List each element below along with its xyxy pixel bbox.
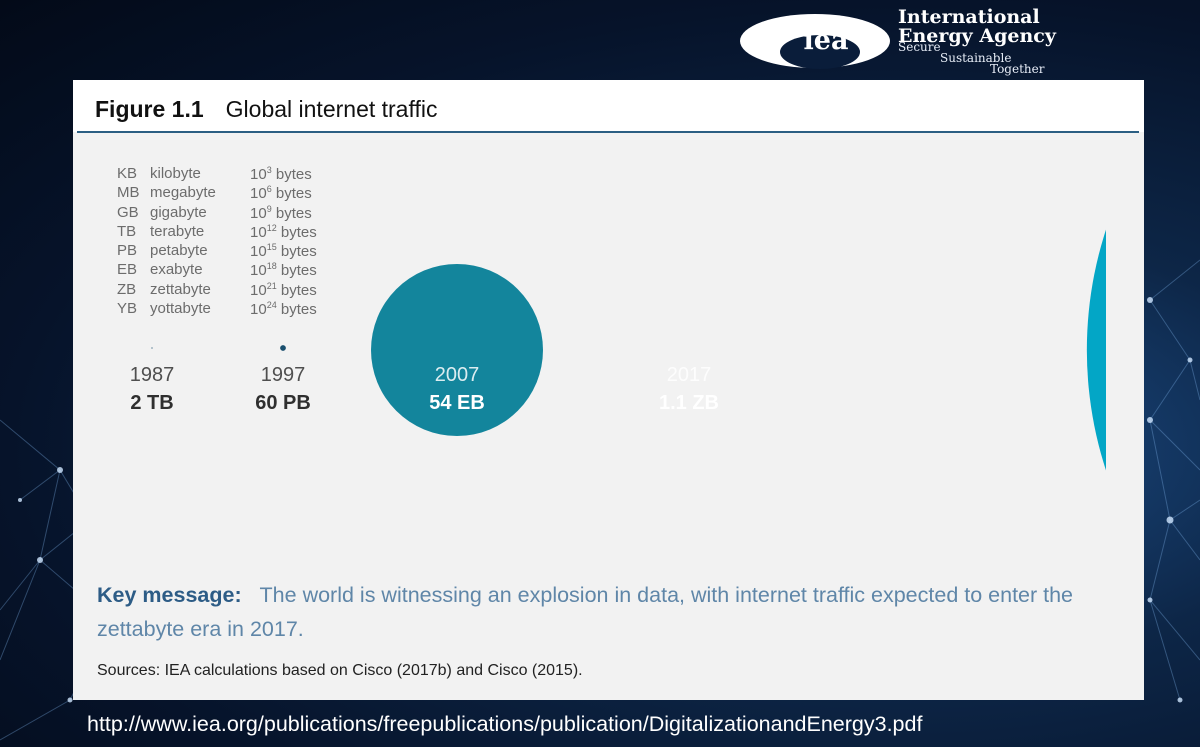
unit-size: 1015 bytes bbox=[250, 242, 317, 260]
iea-tag-sustainable: Sustainable bbox=[940, 51, 1012, 65]
unit-size-exponent: 15 bbox=[266, 242, 277, 253]
unit-size-suffix: bytes bbox=[271, 166, 312, 183]
iea-tag-together: Together bbox=[990, 62, 1045, 76]
figure-number: Figure 1.1 bbox=[95, 96, 204, 122]
unit-abbr: MB bbox=[117, 184, 140, 202]
iea-logo-tagline: Secure Sustainable Together bbox=[898, 40, 1045, 76]
unit-size-exponent: 12 bbox=[266, 222, 277, 233]
figure-title: Figure 1.1 Global internet traffic bbox=[95, 96, 437, 123]
figure-card: Figure 1.1 Global internet traffic 1987 2 … bbox=[73, 80, 1144, 700]
unit-size-base: 10 bbox=[250, 262, 267, 280]
bubble-1987 bbox=[151, 347, 153, 349]
key-message: Key message: The world is witnessing an … bbox=[97, 583, 1074, 641]
unit-abbr: ZB bbox=[117, 280, 137, 298]
unit-size-suffix: bytes bbox=[276, 223, 317, 241]
bubble-value-label: 1.1 ZB bbox=[659, 392, 719, 414]
unit-size: 1024 bytes bbox=[250, 300, 317, 318]
iea-logo-name: International Energy Agency bbox=[898, 8, 1056, 46]
iea-logo-badge bbox=[740, 14, 890, 69]
traffic-bubble-chart: 1987 2 TB 1997 60 PB 2007 54 EB 2017 1.1 ZB bbox=[130, 229, 1106, 471]
figure-title-text: Global internet traffic bbox=[225, 96, 438, 122]
unit-size-suffix: bytes bbox=[276, 281, 317, 299]
unit-size: 106 bytes bbox=[250, 184, 312, 202]
figure-header bbox=[73, 80, 1144, 132]
bubble-year-label: 1997 bbox=[261, 364, 306, 386]
source-url[interactable]: http://www.iea.org/publications/freepubl… bbox=[87, 712, 923, 736]
unit-abbr: TB bbox=[117, 222, 137, 240]
unit-name: exabyte bbox=[150, 261, 203, 279]
unit-name: yottabyte bbox=[150, 300, 211, 318]
iea-tag-secure: Secure bbox=[898, 40, 941, 54]
unit-size: 103 bytes bbox=[250, 165, 312, 183]
unit-size-exponent: 18 bbox=[266, 261, 277, 272]
unit-name: zettabyte bbox=[150, 280, 211, 298]
unit-size-base: 10 bbox=[250, 204, 267, 222]
unit-size-base: 10 bbox=[250, 243, 267, 261]
unit-size-suffix: bytes bbox=[276, 243, 317, 261]
unit-name: gigabyte bbox=[150, 203, 207, 221]
unit-size: 109 bytes bbox=[250, 204, 312, 222]
bubble-value-label: 2 TB bbox=[130, 392, 173, 414]
unit-size-base: 10 bbox=[250, 185, 267, 203]
iea-logo-line2: Energy Agency bbox=[898, 25, 1056, 47]
unit-size-exponent: 6 bbox=[266, 184, 272, 195]
unit-size-exponent: 21 bbox=[266, 280, 277, 291]
bubble-year-label: 2017 bbox=[667, 364, 712, 386]
unit-size-base: 10 bbox=[250, 223, 267, 241]
unit-size-suffix: bytes bbox=[271, 204, 312, 222]
unit-size-exponent: 3 bbox=[266, 165, 272, 175]
iea-logo-mark: iea bbox=[803, 25, 849, 56]
unit-size-base: 10 bbox=[250, 301, 267, 319]
unit-size-base: 10 bbox=[250, 281, 267, 299]
iea-logo: iea International Energy Agency Secure S… bbox=[740, 4, 1130, 76]
figure-header-rule bbox=[77, 131, 1139, 133]
unit-size-suffix: bytes bbox=[276, 262, 317, 280]
unit-size: 1012 bytes bbox=[250, 223, 317, 241]
unit-size-exponent: 24 bbox=[266, 300, 277, 311]
bubble-value-label: 54 EB bbox=[429, 392, 485, 414]
sources-note: Sources: IEA calculations based on Cisco… bbox=[97, 662, 583, 679]
key-message-label: Key message bbox=[97, 583, 235, 607]
bubble-year-label: 1987 bbox=[130, 364, 175, 386]
bubble-1997 bbox=[280, 345, 286, 351]
unit-name: petabyte bbox=[150, 242, 208, 260]
iea-logo-badge-inner bbox=[780, 35, 860, 69]
unit-abbr: KB bbox=[117, 165, 138, 182]
unit-size: 1021 bytes bbox=[250, 281, 317, 299]
unit-size-suffix: bytes bbox=[271, 185, 312, 203]
bubble-2007 bbox=[371, 264, 543, 436]
bubble-2017 bbox=[1086, 229, 1106, 471]
unit-size-suffix: bytes bbox=[276, 301, 317, 319]
unit-size-base: 10 bbox=[250, 166, 267, 183]
iea-logo-line1: International bbox=[898, 6, 1040, 28]
unit-name: kilobyte bbox=[150, 165, 201, 182]
unit-abbr: EB bbox=[117, 261, 138, 279]
unit-size: 1018 bytes bbox=[250, 261, 317, 279]
key-message-text: The world is witnessing an explosion in … bbox=[97, 583, 1074, 641]
unit-name: megabyte bbox=[150, 184, 216, 202]
unit-name: terabyte bbox=[150, 222, 205, 240]
bubble-value-label: 60 PB bbox=[255, 392, 311, 414]
bubble-year-label: 2007 bbox=[435, 364, 480, 386]
unit-abbr: PB bbox=[117, 242, 138, 260]
unit-abbr: YB bbox=[117, 300, 138, 318]
unit-abbr: GB bbox=[117, 203, 139, 221]
unit-size-exponent: 9 bbox=[266, 203, 272, 214]
